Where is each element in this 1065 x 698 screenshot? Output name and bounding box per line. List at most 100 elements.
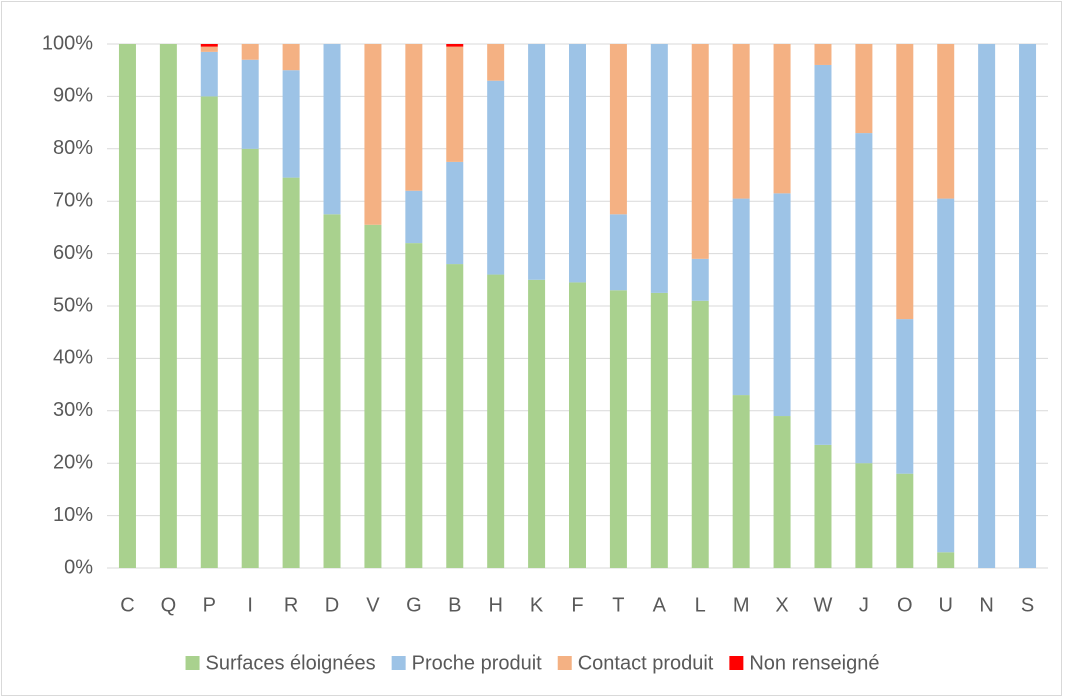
x-tick-label: V: [366, 594, 380, 616]
x-tick-label: K: [530, 594, 544, 616]
bar-segment: [896, 319, 914, 474]
bar-segment: [159, 44, 177, 568]
y-tick-label: 100%: [42, 32, 93, 54]
x-tick-label: Q: [161, 594, 177, 616]
bar-segment: [405, 190, 423, 244]
x-tick-label: P: [203, 594, 216, 616]
bar-segment: [609, 44, 627, 215]
bar-segment: [896, 44, 914, 320]
x-tick-label: N: [979, 594, 993, 616]
bar-segment: [855, 463, 873, 568]
x-tick-label: J: [859, 594, 869, 616]
bar-segment: [446, 44, 464, 47]
bar-segment: [446, 46, 464, 162]
legend-swatch: [557, 656, 572, 670]
y-tick-label: 40%: [53, 347, 93, 369]
y-tick-label: 50%: [53, 294, 93, 316]
x-tick-label: I: [247, 594, 253, 616]
bar-segment: [691, 258, 709, 301]
bar-segment: [569, 282, 586, 568]
bar-segment: [200, 51, 218, 97]
bar-segment: [650, 292, 668, 568]
bar-segment: [282, 44, 300, 71]
bar-segment: [241, 148, 259, 569]
bar-segment: [405, 243, 423, 568]
x-tick-label: G: [406, 594, 422, 616]
y-tick-label: 80%: [53, 137, 93, 159]
bar-segment: [814, 64, 832, 445]
legend-swatch: [391, 656, 406, 670]
bar-segment: [241, 44, 259, 60]
bar-segment: [732, 395, 750, 568]
bar-segment: [609, 290, 627, 568]
x-tick-label: F: [571, 594, 583, 616]
x-tick-label: R: [284, 594, 298, 616]
x-tick-label: A: [653, 594, 667, 616]
bar-segment: [814, 44, 832, 65]
bar-segment: [691, 300, 709, 568]
bar-segment: [773, 416, 791, 568]
y-tick-label: 60%: [53, 242, 93, 264]
bar-segment: [200, 96, 218, 569]
legend-label: Proche produit: [412, 652, 543, 674]
legend-swatch: [185, 656, 200, 670]
bar-segment: [896, 473, 914, 568]
bar-segment: [609, 214, 627, 291]
bar-segment: [487, 44, 505, 81]
y-tick-label: 20%: [53, 451, 93, 473]
bar-segment: [732, 198, 750, 396]
x-tick-label: B: [448, 594, 461, 616]
bar-segment: [487, 80, 505, 275]
bar-segment: [773, 44, 791, 194]
x-tick-label: O: [897, 594, 913, 616]
y-tick-label: 0%: [64, 556, 93, 578]
bar-segment: [650, 44, 668, 293]
x-tick-label: L: [695, 594, 706, 616]
bar-segment: [364, 224, 382, 568]
bar-segment: [446, 264, 464, 568]
x-tick-label: U: [938, 594, 952, 616]
bar-segment: [732, 44, 750, 199]
bar-segment: [364, 44, 382, 225]
bar-segment: [118, 44, 136, 568]
y-tick-label: 90%: [53, 85, 93, 107]
bar-segment: [446, 161, 464, 265]
y-tick-label: 10%: [53, 504, 93, 526]
bar-segment: [1019, 44, 1037, 568]
bar-segment: [200, 44, 218, 47]
x-tick-label: T: [612, 594, 624, 616]
bar-segment: [241, 59, 259, 149]
bar-segment: [282, 177, 300, 568]
bar-segment: [487, 274, 505, 568]
bar-segment: [937, 44, 955, 199]
bar-segment: [323, 214, 341, 569]
x-tick-label: H: [488, 594, 502, 616]
bar-segment: [200, 46, 218, 52]
x-tick-label: M: [733, 594, 750, 616]
legend-label: Non renseigné: [749, 652, 879, 674]
x-tick-label: C: [120, 594, 134, 616]
bar-segment: [282, 70, 300, 178]
bar-segment: [855, 133, 873, 464]
x-tick-label: S: [1021, 594, 1034, 616]
bar-segment: [855, 44, 873, 134]
bar-segment: [528, 279, 546, 568]
x-tick-label: D: [325, 594, 339, 616]
bar-segment: [323, 44, 341, 215]
bar-segment: [528, 44, 546, 280]
y-tick-label: 30%: [53, 399, 93, 421]
bar-segment: [937, 552, 955, 568]
bar-segment: [814, 444, 832, 568]
x-tick-label: X: [775, 594, 788, 616]
bar-segment: [978, 44, 996, 568]
bar-segment: [937, 198, 955, 553]
x-tick-label: W: [814, 594, 833, 616]
y-tick-label: 70%: [53, 189, 93, 211]
bar-segment: [569, 44, 586, 283]
legend-swatch: [729, 656, 744, 670]
bar-segment: [691, 44, 709, 259]
bar-segment: [405, 44, 423, 191]
legend-label: Contact produit: [578, 652, 714, 674]
bar-segment: [773, 193, 791, 417]
